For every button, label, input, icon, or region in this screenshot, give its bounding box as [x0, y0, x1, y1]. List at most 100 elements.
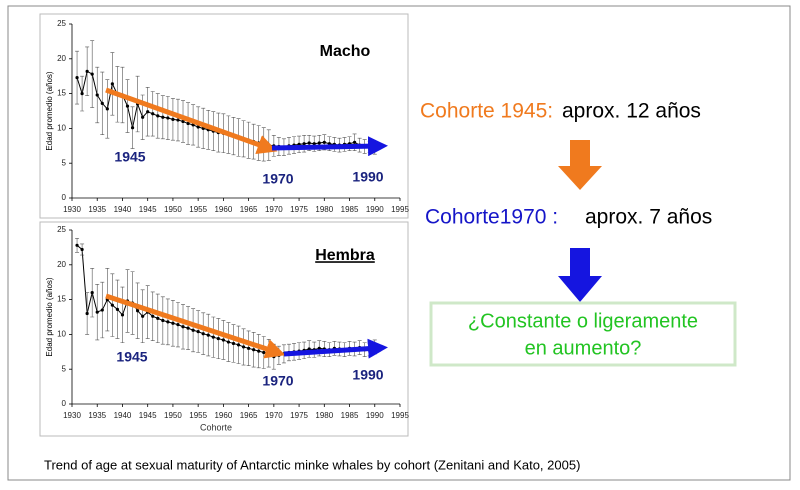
x-tick-label: 1995 [391, 205, 409, 214]
annotation: 1945 [116, 349, 147, 365]
data-point [90, 291, 94, 295]
data-point [141, 314, 145, 318]
data-point [186, 121, 190, 126]
data-point [141, 115, 145, 119]
data-point [191, 328, 195, 332]
data-point [75, 75, 79, 80]
x-tick-label: 1980 [315, 205, 333, 214]
data-point [221, 338, 225, 342]
data-point [171, 117, 175, 121]
panel [39, 221, 409, 437]
data-point [247, 346, 251, 350]
data-point [125, 104, 130, 108]
x-tick-label: 1945 [139, 205, 157, 214]
data-point [302, 142, 306, 146]
chart-title: Macho [320, 43, 371, 60]
data-point [75, 243, 79, 247]
data-point [156, 316, 160, 320]
annotation: 1945 [114, 149, 145, 165]
data-point [136, 309, 140, 313]
data-point [181, 325, 185, 329]
annotation: 1970 [262, 171, 293, 187]
data-point [216, 336, 220, 341]
data-point [151, 314, 155, 318]
data-point [186, 326, 190, 330]
annotation: 1990 [352, 169, 383, 185]
y-tick-label: 10 [57, 124, 66, 133]
data-point [85, 69, 89, 73]
data-point [236, 343, 241, 347]
data-point [100, 308, 104, 312]
data-point [277, 353, 281, 357]
x-tick-label: 1955 [189, 205, 207, 214]
question-text: ¿Constante o ligeramente [468, 310, 698, 332]
data-point [90, 72, 94, 76]
x-tick-label: 1930 [63, 411, 81, 420]
data-point [307, 141, 311, 145]
data-point [257, 349, 261, 353]
x-tick-label: 1980 [315, 411, 333, 420]
x-tick-label: 1935 [88, 411, 106, 420]
down-arrow [558, 248, 602, 302]
data-point [115, 307, 120, 311]
data-point [156, 114, 160, 118]
trend-arrow [283, 338, 388, 359]
data-point [171, 321, 175, 325]
x-tick-label: 1985 [341, 411, 359, 420]
data-point [95, 93, 99, 97]
annotation: 1990 [352, 367, 383, 383]
x-tick-label: 1970 [265, 205, 283, 214]
y-tick-label: 5 [62, 158, 67, 167]
x-tick-label: 1990 [366, 205, 384, 214]
y-axis-label: Edad promedio (años) [45, 277, 54, 356]
x-tick-label: 1970 [265, 411, 283, 420]
x-tick-label: 1965 [240, 205, 258, 214]
down-arrow [558, 140, 602, 190]
cohort-text: aprox. 12 años [562, 100, 701, 123]
x-tick-label: 1955 [189, 411, 207, 420]
y-tick-label: 0 [62, 399, 67, 408]
y-tick-label: 25 [57, 225, 66, 234]
data-point [206, 333, 210, 337]
data-point [105, 107, 109, 111]
question-box [429, 301, 737, 367]
y-tick-label: 15 [57, 295, 66, 304]
data-point [166, 320, 170, 324]
data-point [80, 92, 84, 96]
cohort-label: Cohorte1970 : [425, 206, 558, 229]
data-point [252, 348, 256, 352]
data-point [307, 347, 311, 351]
data-point [241, 345, 246, 349]
panel [39, 13, 409, 219]
data-point [100, 101, 104, 105]
question-text: en aumento? [525, 337, 642, 359]
x-tick-label: 1995 [391, 411, 409, 420]
y-tick-label: 0 [62, 193, 67, 202]
trend-arrow [271, 136, 388, 157]
data-point [322, 140, 326, 144]
x-tick-label: 1940 [114, 205, 132, 214]
data-point [146, 110, 150, 114]
y-tick-label: 5 [62, 364, 67, 373]
x-tick-label: 1985 [341, 205, 359, 214]
trend-arrow [105, 293, 286, 359]
x-tick-label: 1975 [290, 205, 308, 214]
x-tick-label: 1960 [214, 411, 232, 420]
x-tick-label: 1975 [290, 411, 308, 420]
data-point [110, 303, 114, 307]
x-tick-label: 1990 [366, 411, 384, 420]
y-axis-label: Edad promedio (años) [45, 71, 54, 150]
chart-title: Hembra [315, 247, 375, 264]
annotation: 1970 [262, 373, 293, 389]
x-tick-label: 1950 [164, 205, 182, 214]
x-tick-label: 1930 [63, 205, 81, 214]
x-tick-label: 1960 [214, 205, 232, 214]
data-point [231, 341, 236, 346]
caption: Trend of age at sexual maturity of Antar… [44, 457, 580, 472]
cohort-label: Cohorte 1945: [420, 100, 553, 123]
cohort-text: aprox. 7 años [585, 206, 712, 229]
data-point [373, 149, 377, 153]
data-point [120, 313, 125, 317]
x-tick-label: 1940 [114, 411, 132, 420]
